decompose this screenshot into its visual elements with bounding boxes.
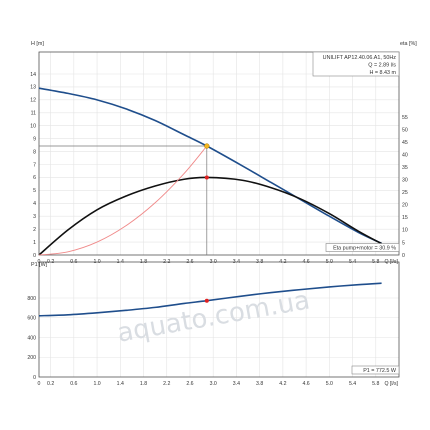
power-operating-point bbox=[204, 298, 209, 303]
h-label: H = 8.43 m bbox=[369, 70, 396, 76]
y2-tick-label: 25 bbox=[402, 190, 408, 196]
series-line-h bbox=[38, 87, 382, 245]
x-tick-label: 3.8 bbox=[256, 381, 263, 387]
y2-tick-label: 35 bbox=[402, 165, 408, 171]
y-tick-label: 800 bbox=[27, 296, 36, 302]
y-tick-label: 14 bbox=[30, 72, 36, 78]
p1-label-box bbox=[351, 365, 400, 375]
y2-tick-label: 15 bbox=[402, 215, 408, 221]
y-tick-label: 0 bbox=[33, 253, 36, 259]
x-tick-label: 2.6 bbox=[186, 381, 193, 387]
model-label: UNILIFT AP12.40.06.A1, 50Hz bbox=[323, 55, 397, 61]
y-tick-label: 600 bbox=[27, 316, 36, 322]
x-tick-label: 1.4 bbox=[117, 381, 124, 387]
power-plot: 0 0.2 0.6 1.0 1.4 1.8 2.2 2.6 3.0 3.4 3.8 4.2 4.6 5.0… bbox=[27, 261, 400, 387]
head-eta-plot: 00.20.61.01.41.82.22.63.03.43.84.24.65.0… bbox=[30, 41, 417, 265]
y-tick-label: 8 bbox=[33, 149, 36, 155]
head-plot-grid bbox=[38, 52, 399, 256]
x-tick-label: 0 bbox=[38, 381, 41, 387]
x-tick-label: 5.4 bbox=[349, 381, 356, 387]
x-tick-label: 2.2 bbox=[163, 381, 170, 387]
y-axis-name: H [m] bbox=[31, 41, 44, 47]
y-tick-label: 4 bbox=[33, 201, 36, 207]
y-tick-label: 12 bbox=[30, 98, 36, 104]
y2-tick-label: 40 bbox=[402, 152, 408, 158]
op-head-marker bbox=[204, 143, 210, 149]
y2-tick-label: 0 bbox=[402, 253, 405, 259]
series-line-system-curve bbox=[38, 145, 208, 256]
y-tick-label: 9 bbox=[33, 136, 36, 142]
head-operating-point bbox=[39, 143, 210, 255]
op-p1-marker bbox=[204, 298, 209, 303]
y-tick-label: 0 bbox=[33, 375, 36, 381]
head-plot-series bbox=[38, 87, 382, 256]
y2-axis-name: eta [%] bbox=[400, 41, 417, 47]
y2-tick-label: 55 bbox=[402, 115, 408, 121]
y2-tick-label: 20 bbox=[402, 203, 408, 209]
x-tick-label: 4.2 bbox=[279, 381, 286, 387]
x-tick-label: 1.0 bbox=[93, 381, 100, 387]
head-plot-frame bbox=[38, 51, 400, 256]
y2-tick-label: 10 bbox=[402, 228, 408, 234]
info-box bbox=[312, 51, 400, 77]
q-label: Q = 2.89 l/s bbox=[368, 63, 396, 69]
x-tick-label: 5.8 bbox=[372, 381, 379, 387]
y-tick-label: 3 bbox=[33, 214, 36, 220]
power-plot-frame bbox=[38, 261, 400, 378]
p1-label: P1 = 772.5 W bbox=[363, 368, 397, 374]
power-plot-ticks: 0 0.2 0.6 1.0 1.4 1.8 2.2 2.6 3.0 3.4 3.8 4.2 4.6 5.0… bbox=[27, 296, 398, 387]
op-eta-marker bbox=[204, 175, 209, 180]
eta-label: Eta pump+motor = 30.9 % bbox=[333, 246, 396, 252]
p1-axis-name: P1 [W] bbox=[31, 262, 48, 268]
eta-label-box bbox=[325, 243, 400, 252]
y-tick-label: 200 bbox=[27, 355, 36, 361]
x-tick-label: 4.6 bbox=[302, 381, 309, 387]
y-tick-label: 10 bbox=[30, 124, 36, 130]
x-tick-label: 1.8 bbox=[140, 381, 147, 387]
head-plot-ticks: 00.20.61.01.41.82.22.63.03.43.84.24.65.0… bbox=[30, 72, 408, 265]
y-tick-label: 400 bbox=[27, 335, 36, 341]
x-tick-label: 0.6 bbox=[70, 381, 77, 387]
y2-tick-label: 50 bbox=[402, 127, 408, 133]
x-tick-label: 0.2 bbox=[47, 381, 54, 387]
y-tick-label: 13 bbox=[30, 85, 36, 91]
x-axis-name: Q [l/s] bbox=[384, 381, 398, 387]
y2-tick-label: 5 bbox=[402, 240, 405, 246]
x-tick-label: 5.0 bbox=[326, 381, 333, 387]
y-tick-label: 11 bbox=[31, 111, 36, 117]
x-tick-label: 3.4 bbox=[233, 381, 240, 387]
y-tick-label: 5 bbox=[33, 188, 36, 194]
y-tick-label: 1 bbox=[33, 240, 36, 246]
y-tick-label: 6 bbox=[33, 175, 36, 181]
x-tick-label: 3.0 bbox=[210, 381, 217, 387]
y-tick-label: 2 bbox=[33, 227, 36, 233]
y-tick-label: 7 bbox=[33, 162, 36, 168]
y2-tick-label: 45 bbox=[402, 140, 408, 146]
y2-tick-label: 30 bbox=[402, 178, 408, 184]
